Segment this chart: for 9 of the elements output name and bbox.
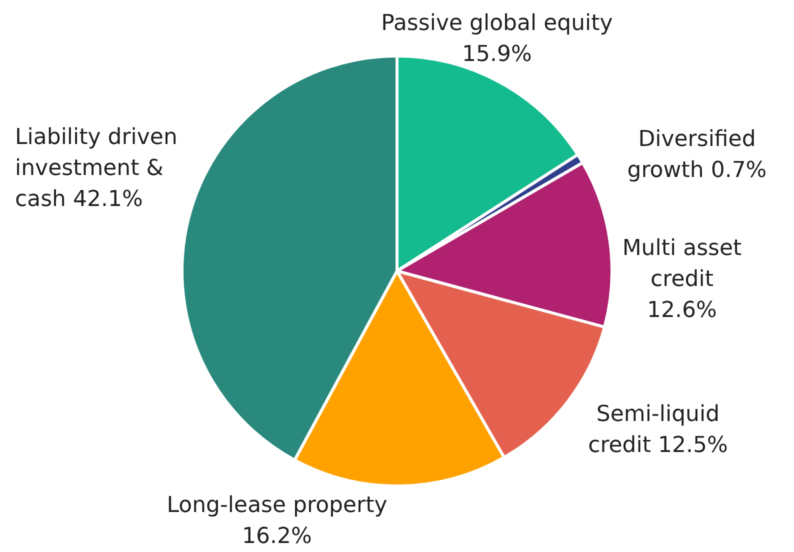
slice-label: Long-lease property [166,493,388,518]
slice-label: Multi asset credit [622,236,742,292]
slice-label: Liability driven investment & cash 42.1% [15,125,178,212]
slice-label: Passive global equity [381,11,613,36]
data-label: 12.6% [647,298,717,323]
data-label: 15.9% [462,42,532,67]
slice-label: Diversified growth 0.7% [627,127,767,183]
data-label: 16.2% [242,524,312,549]
slice-label: Semi-liquid credit 12.5% [588,402,728,458]
